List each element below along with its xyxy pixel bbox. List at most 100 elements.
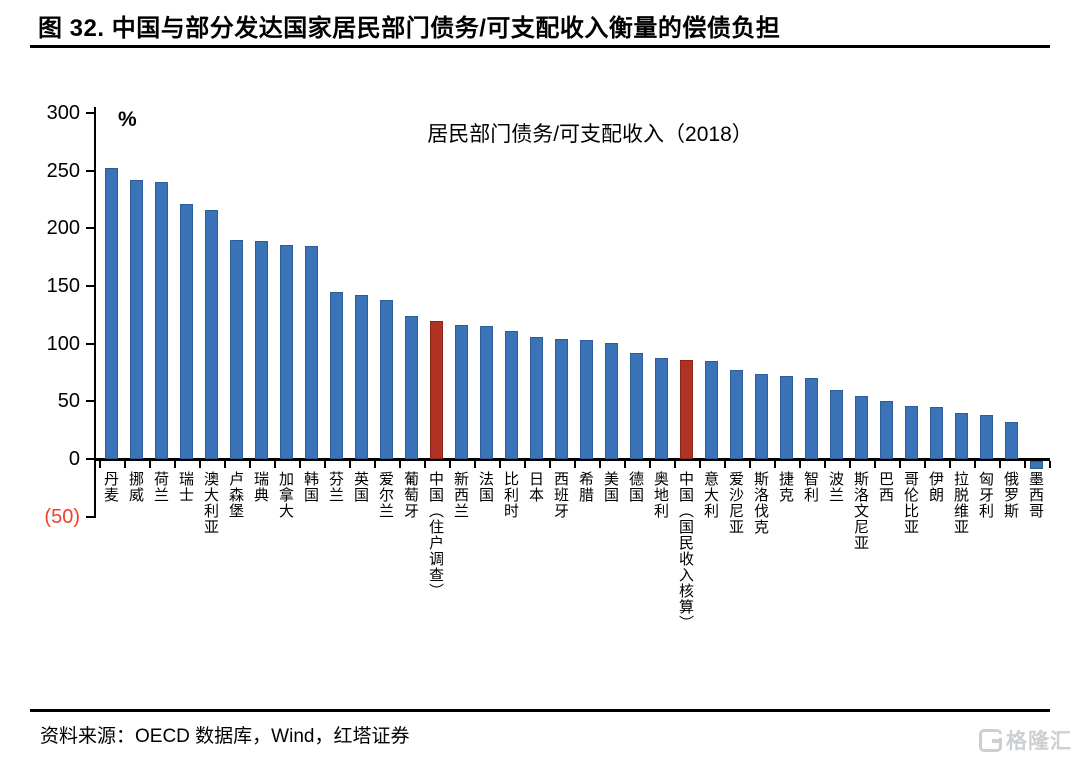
category-label: 奥地利 (652, 471, 669, 519)
bar (229, 239, 243, 459)
category-label: 法国 (477, 471, 494, 503)
bar (379, 299, 393, 459)
x-axis-tick (748, 461, 751, 468)
bar (354, 295, 368, 459)
bar (654, 357, 668, 459)
x-axis-tick (598, 461, 601, 468)
x-axis-tick (98, 461, 101, 468)
category-label: 卢森堡 (227, 471, 244, 519)
bar (854, 395, 868, 459)
x-axis-tick (298, 461, 301, 468)
bar (604, 342, 618, 459)
category-label: 波兰 (827, 471, 844, 503)
bar (1004, 422, 1018, 459)
bar (804, 378, 818, 459)
y-axis-tick-label: 200 (46, 217, 80, 240)
x-axis-tick (423, 461, 426, 468)
x-axis-tick (848, 461, 851, 468)
bar (279, 244, 293, 459)
x-axis-tick (148, 461, 151, 468)
category-label: 斯洛伐克 (752, 471, 769, 535)
category-label: 德国 (627, 471, 644, 503)
category-label: 爱沙尼亚 (727, 471, 744, 535)
x-axis-tick (773, 461, 776, 468)
y-axis-tick-label: 100 (46, 332, 80, 355)
bar (779, 375, 793, 459)
category-label: 芬兰 (327, 471, 344, 503)
bar (579, 340, 593, 459)
category-label: 英国 (352, 471, 369, 503)
bar (879, 401, 893, 459)
x-axis-tick (198, 461, 201, 468)
category-label: 拉脱维亚 (952, 471, 969, 535)
x-axis-tick (698, 461, 701, 468)
category-label: 加拿大 (277, 471, 294, 519)
bar (154, 182, 168, 459)
x-axis-tick (873, 461, 876, 468)
y-axis-tick-label: 300 (46, 102, 80, 125)
bar (329, 291, 343, 459)
x-axis-tick (1048, 461, 1051, 468)
category-label: 伊朗 (927, 471, 944, 503)
category-label: 斯洛文尼亚 (852, 471, 869, 551)
y-axis-tick-label: 50 (57, 390, 80, 413)
y-axis-tick (86, 227, 94, 230)
category-label: 丹麦 (102, 471, 119, 503)
bar-highlight (429, 320, 443, 459)
category-label: 日本 (527, 471, 544, 503)
category-label: 新西兰 (452, 471, 469, 519)
x-axis-tick (498, 461, 501, 468)
x-axis-tick (448, 461, 451, 468)
x-axis-line (95, 458, 1050, 461)
x-axis-tick (523, 461, 526, 468)
category-label: 俄罗斯 (1002, 471, 1019, 519)
category-label: 爱尔兰 (377, 471, 394, 519)
category-label: 捷克 (777, 471, 794, 503)
x-axis-tick (123, 461, 126, 468)
bar (504, 331, 518, 459)
bar (979, 415, 993, 459)
category-label: 哥伦比亚 (902, 471, 919, 535)
y-axis-spine (94, 107, 96, 518)
bar (404, 316, 418, 459)
bar (904, 405, 918, 459)
footer-divider (30, 709, 1050, 712)
bar (754, 373, 768, 459)
y-axis-tick (86, 515, 94, 518)
bar (929, 407, 943, 459)
y-axis-tick (86, 458, 94, 460)
category-label: 比利时 (502, 471, 519, 519)
bar (204, 209, 218, 459)
bar (529, 336, 543, 459)
x-axis-tick (998, 461, 1001, 468)
y-axis-tick-label: 0 (68, 448, 80, 470)
category-label: 意大利 (702, 471, 719, 519)
bar (954, 412, 968, 459)
x-axis-tick (273, 461, 276, 468)
y-axis-tick (86, 285, 94, 288)
x-axis-tick (648, 461, 651, 468)
bar (454, 325, 468, 459)
figure-title: 图 32. 中国与部分发达国家居民部门债务/可支配收入衡量的偿债负担 (38, 15, 781, 42)
gelonghui-logo-text: 格隆汇 (1006, 730, 1072, 753)
category-label: 荷兰 (152, 471, 169, 503)
x-axis-tick (723, 461, 726, 468)
bar (179, 204, 193, 459)
y-axis-tick (86, 169, 94, 172)
x-axis-tick (173, 461, 176, 468)
category-label: 墨西哥 (1027, 471, 1044, 519)
bar (479, 326, 493, 459)
category-label: 中国（住户调查） (427, 471, 444, 599)
category-label: 中国（国民收入核算） (677, 471, 694, 631)
category-label: 澳大利亚 (202, 471, 219, 535)
bar (629, 352, 643, 459)
bar (129, 179, 143, 459)
bar (304, 245, 318, 459)
x-axis-tick (548, 461, 551, 468)
x-axis-tick (248, 461, 251, 468)
bar (554, 339, 568, 459)
y-axis-tick (86, 400, 94, 403)
title-divider (30, 45, 1050, 48)
x-axis-tick (323, 461, 326, 468)
